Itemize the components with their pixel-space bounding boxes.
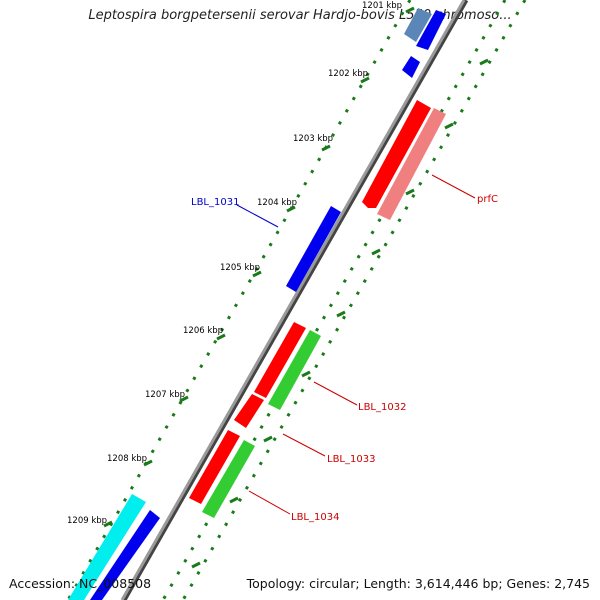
gene-green-LBL_1032 (268, 330, 321, 410)
tick-label-1203: 1203 kbp (293, 134, 333, 144)
leader-LBL_1033 (282, 433, 326, 457)
gene-blue-small (402, 56, 420, 78)
tick-label-1205: 1205 kbp (220, 263, 260, 273)
tick-label-1209: 1209 kbp (67, 516, 107, 526)
leader-LBL_1031 (236, 204, 279, 228)
tick-label-1202: 1202 kbp (328, 69, 368, 79)
backbone (120, 0, 466, 600)
right-tick-marks (191, 58, 489, 569)
gene-red-LBL_1032 (254, 322, 306, 398)
tick-label-1207: 1207 kbp (145, 390, 185, 400)
gene-top-blue (416, 10, 446, 50)
gene-label-prfC: prfC (477, 194, 498, 205)
gene-blue-LBL_1031 (286, 206, 341, 292)
gene-red-LBL_1034 (189, 430, 240, 504)
gene-label-LBL_1031: LBL_1031 (191, 197, 239, 208)
tick-label-1204: 1204 kbp (257, 198, 297, 208)
map-title: Leptospira borgpetersenii serovar Hardjo… (88, 8, 512, 23)
gene-blue-bottom (90, 510, 160, 600)
gene-top-steel (404, 8, 432, 42)
outer-dotted-track (66, 0, 412, 600)
backbone-shadow (121, 0, 469, 600)
leader-LBL_1034 (248, 490, 291, 515)
gene-label-LBL_1032: LBL_1032 (358, 402, 406, 413)
tick-marks (103, 6, 415, 528)
gene-pink-prfC (377, 108, 446, 220)
inner-dotted-track-right (181, 0, 527, 600)
accession-text: Accession: NC_008508 (9, 576, 152, 591)
tick-label-1208: 1208 kbp (107, 454, 147, 464)
gene-label-LBL_1033: LBL_1033 (327, 454, 375, 465)
gene-cyan-bottom (68, 494, 146, 600)
tick-label-1201: 1201 kbp (362, 1, 402, 11)
gene-red-LBL_1033 (234, 394, 264, 428)
tick-label-1206: 1206 kbp (183, 326, 223, 336)
gene-label-LBL_1034: LBL_1034 (291, 512, 339, 523)
summary-text: Topology: circular; Length: 3,614,446 bp… (246, 576, 590, 591)
gene-green-LBL_1034 (202, 440, 255, 518)
leader-LBL_1032 (313, 381, 358, 406)
leader-prfC (431, 174, 476, 199)
gene-red-prfC (362, 100, 431, 208)
